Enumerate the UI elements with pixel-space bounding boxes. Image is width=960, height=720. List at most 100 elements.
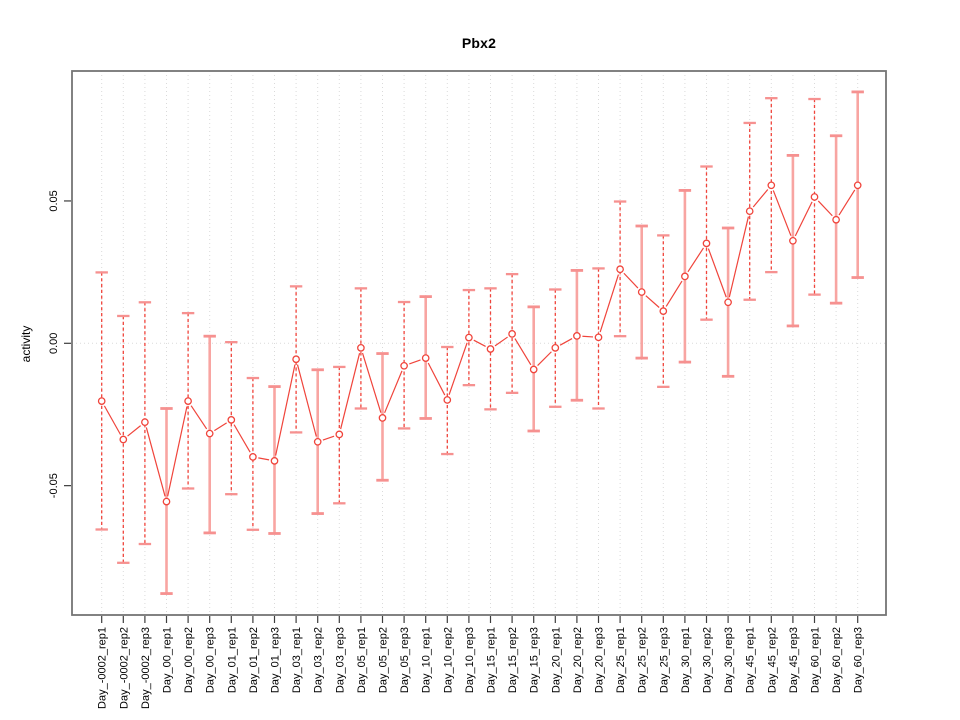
data-point [702,239,711,248]
series-line-segment [582,335,594,338]
data-point [162,497,171,506]
x-tick-label: Day_00_rep1 [162,627,174,693]
x-tick-label: Day_03_rep3 [334,627,346,693]
x-tick-label: Day_15_rep2 [507,627,519,693]
series-line-segment [752,189,769,208]
data-point [378,414,387,422]
data-point [637,288,646,296]
series-line-segment [772,190,792,236]
data-point [119,435,128,444]
data-point [832,215,840,224]
x-tick-label: Day_01_rep3 [270,627,282,693]
series-line-segment [258,457,270,461]
x-tick-label: Day_30_rep1 [680,627,692,693]
x-tick-label: Day_60_rep3 [853,627,865,693]
series-line-segment [384,370,403,414]
series-line-segment [537,351,552,367]
data-point [724,298,732,307]
x-tick-label: Day_30_rep3 [723,627,735,693]
y-tick-label: 0.00 [48,333,60,354]
data-point [853,181,862,190]
series-line-segment [794,201,813,237]
x-tick-label: Day_01_rep2 [248,627,260,693]
series-line-segment [103,405,122,436]
series-line-segment [190,405,208,430]
series-line-segment [687,247,704,273]
series-line-segment [494,336,508,347]
x-tick-label: Day_15_rep1 [486,627,498,693]
series-line-segment [817,200,833,217]
series-line-segment [559,338,573,346]
data-point [810,193,819,201]
data-point [443,396,452,404]
data-point [270,457,279,465]
x-tick-label: Day_-0002_rep3 [140,627,152,709]
series-line-segment [599,274,620,333]
series-line-segment [296,364,317,437]
series-line-segment [728,216,750,298]
y-tick-label: 0.05 [48,190,60,211]
series-line-segment [361,352,382,413]
data-point [486,345,495,353]
series-line-segment [645,295,660,308]
chart-title: Pbx2 [461,35,497,51]
y-axis-title: activity [19,325,33,363]
series-line-segment [514,338,532,366]
data-point [97,397,106,405]
x-tick-label: Day_00_rep2 [183,627,195,693]
x-tick-label: Day_00_rep3 [205,627,217,693]
series-line-segment [473,339,486,347]
x-tick-label: Day_05_rep1 [356,627,368,693]
plot-border [71,70,887,616]
data-point [616,265,624,274]
x-tick-label: Day_25_rep2 [637,627,649,693]
data-point [205,429,214,438]
x-tick-label: Day_10_rep1 [421,627,433,693]
x-tick-label: Day_45_rep3 [788,627,800,693]
data-point [767,181,776,190]
x-tick-label: Day_20_rep2 [572,627,584,693]
x-tick-label: Day_01_rep1 [226,627,238,693]
data-point [529,365,538,374]
x-tick-label: Day_60_rep2 [831,627,843,693]
x-tick-label: Day_-0002_rep1 [97,627,109,709]
series-line-segment [127,425,141,437]
series-line-segment [409,359,421,365]
data-point [465,333,473,342]
series-line-segment [623,272,639,289]
x-tick-label: Day_10_rep2 [442,627,454,693]
data-point [508,330,516,338]
series-line-segment [707,248,727,298]
x-tick-label: Day_05_rep2 [378,627,390,693]
x-tick-label: Day_15_rep3 [529,627,541,693]
data-point [400,361,408,370]
series-line-segment [214,422,227,432]
series-line-segment [322,435,335,441]
series-line-segment [233,424,251,453]
series-line-segment [145,427,166,497]
x-tick-label: Day_-0002_rep2 [118,627,130,709]
x-tick-label: Day_45_rep1 [745,627,757,693]
data-point [141,418,149,427]
data-point [573,332,581,340]
data-point [421,354,430,362]
x-tick-label: Day_05_rep3 [399,627,411,693]
data-point [335,430,344,439]
data-point [681,272,689,281]
x-tick-label: Day_03_rep2 [313,627,325,693]
series-line-segment [665,280,683,307]
x-tick-label: Day_30_rep2 [702,627,714,693]
series-line-segment [448,342,468,395]
x-tick-label: Day_45_rep2 [766,627,778,693]
data-point [227,416,236,424]
data-point [313,437,322,446]
series-line-segment [275,364,296,456]
data-point [292,355,300,364]
x-tick-label: Day_10_rep3 [464,627,476,693]
x-tick-label: Day_25_rep1 [615,627,627,693]
data-point [789,236,797,245]
x-tick-label: Day_20_rep3 [594,627,606,693]
series-line-segment [427,362,446,396]
